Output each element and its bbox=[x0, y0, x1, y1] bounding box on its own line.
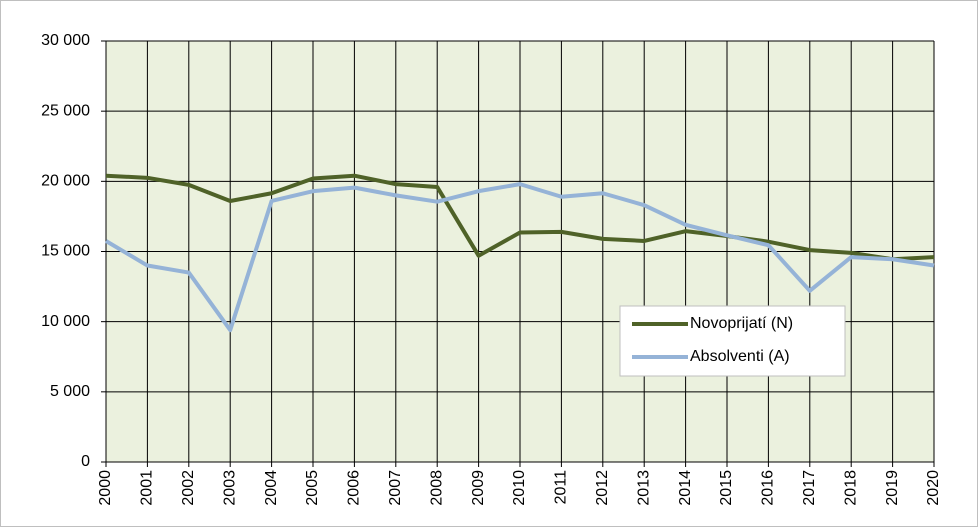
x-tick-label: 2014 bbox=[677, 470, 694, 506]
y-tick-label: 15 000 bbox=[41, 243, 90, 260]
x-tick-label: 2000 bbox=[97, 470, 114, 506]
x-tick-label: 2008 bbox=[428, 470, 445, 506]
x-tick-label: 2007 bbox=[387, 470, 404, 506]
x-tick-label: 2002 bbox=[180, 470, 197, 506]
x-tick-label: 2017 bbox=[801, 470, 818, 506]
series-line bbox=[105, 173, 935, 262]
y-tick-label: 5 000 bbox=[50, 383, 90, 400]
x-tick-label: 2018 bbox=[842, 470, 859, 506]
x-tick-label: 2003 bbox=[221, 470, 238, 506]
y-tick-label: 20 000 bbox=[41, 173, 90, 190]
x-tick-label: 2016 bbox=[760, 470, 777, 506]
y-tick-label: 30 000 bbox=[41, 32, 90, 49]
y-tick-label: 25 000 bbox=[41, 102, 90, 119]
x-tick-label: 2004 bbox=[263, 470, 280, 506]
x-tick-label: 2015 bbox=[718, 470, 735, 506]
x-tick-label: 2011 bbox=[553, 470, 570, 505]
legend-box bbox=[619, 305, 846, 377]
legend: Novoprijatí (N) Absolventi (A) bbox=[619, 305, 846, 377]
x-tick-label: 2012 bbox=[594, 470, 611, 506]
x-tick-label: 2013 bbox=[635, 470, 652, 506]
y-tick-label: 0 bbox=[81, 453, 90, 470]
series-line bbox=[104, 182, 935, 333]
legend-label: Absolventi (A) bbox=[690, 348, 790, 365]
x-tick-label: 2010 bbox=[511, 470, 528, 506]
x-tick-label: 2020 bbox=[925, 470, 942, 506]
legend-label: Novoprijatí (N) bbox=[690, 315, 793, 332]
x-tick-label: 2006 bbox=[346, 470, 363, 506]
x-tick-label: 2001 bbox=[139, 470, 156, 506]
x-tick-label: 2005 bbox=[304, 470, 321, 506]
y-tick-label: 10 000 bbox=[41, 313, 90, 330]
x-tick-label: 2009 bbox=[470, 470, 487, 506]
x-tick-label: 2019 bbox=[884, 470, 901, 506]
